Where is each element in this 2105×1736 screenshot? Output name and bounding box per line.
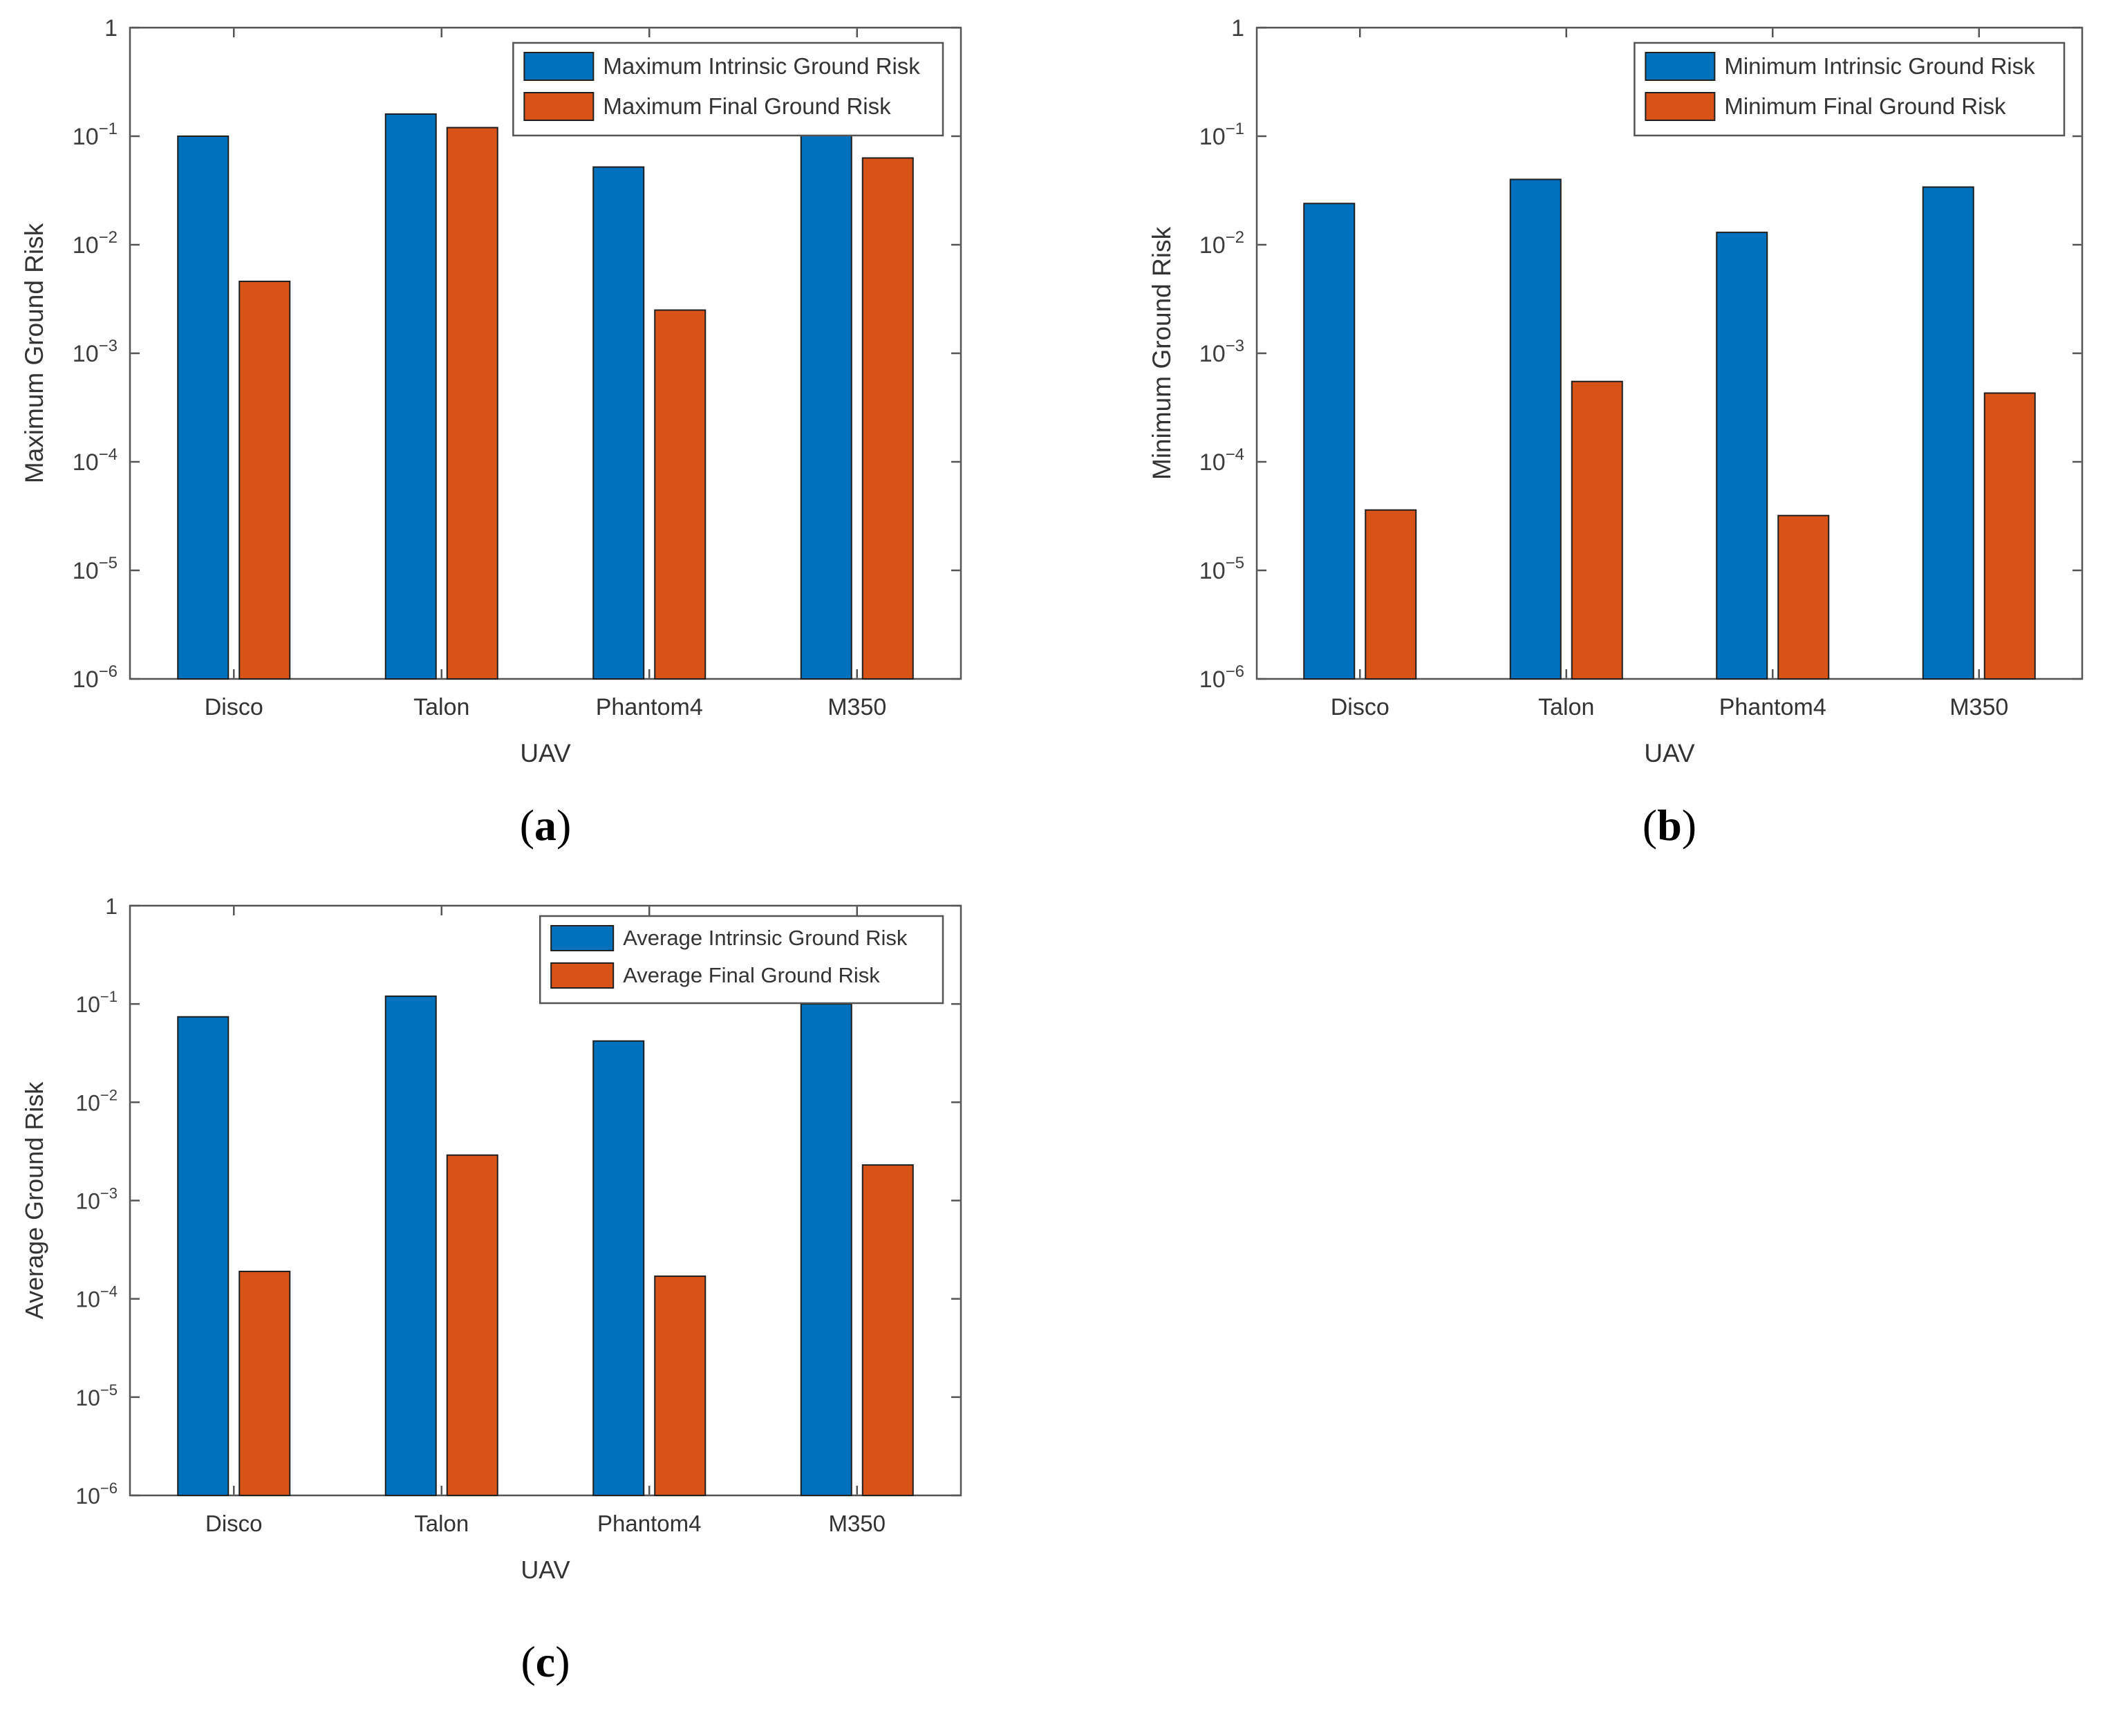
plot-frame-c <box>129 904 962 1497</box>
x-category-label-phantom4: Phantom4 <box>596 694 703 720</box>
x-axis-label-a: UAV <box>520 739 571 767</box>
bar-c-disco-final <box>238 1271 291 1497</box>
legend-swatch-intrinsic-icon <box>550 925 615 951</box>
y-tick-label: 10−2 <box>75 1086 118 1115</box>
x-category-label-talon: Talon <box>414 1511 469 1536</box>
y-axis-label-a: Maximum Ground Risk <box>20 223 48 483</box>
bar-b-phantom4-intrinsic <box>1716 232 1768 680</box>
x-category-label-m350: M350 <box>1949 694 2008 720</box>
x-category-label-m350: M350 <box>827 694 886 720</box>
y-tick-label: 10−1 <box>1199 120 1244 150</box>
x-category-label-disco: Disco <box>205 1511 263 1536</box>
chart-panel-a: 1 10−1 10−2 10−3 10−4 10−5 10−6 Disco Talon Phant… <box>20 15 962 850</box>
legend-label-a-intrinsic: Maximum Intrinsic Ground Risk <box>603 53 920 79</box>
x-axis-label-b: UAV <box>1644 739 1695 767</box>
legend-label-a-final: Maximum Final Ground Risk <box>603 93 891 119</box>
y-tick-label: 10−4 <box>75 1283 118 1312</box>
y-axis-label-b: Minimum Ground Risk <box>1148 227 1176 480</box>
bar-a-m350-final <box>861 157 914 680</box>
x-category-label-disco: Disco <box>205 694 263 720</box>
x-category-label-talon: Talon <box>413 694 469 720</box>
x-axis-label-c: UAV <box>521 1556 570 1584</box>
bar-a-talon-final <box>446 127 498 680</box>
legend-swatch-final-icon <box>523 92 595 121</box>
y-axis-label-c: Average Ground Risk <box>20 1081 48 1320</box>
x-category-label-m350: M350 <box>828 1511 886 1536</box>
x-category-label-disco: Disco <box>1331 694 1390 720</box>
x-category-label-phantom4: Phantom4 <box>597 1511 701 1536</box>
plot-frame-b <box>1255 26 2084 680</box>
y-tick-label: 10−6 <box>73 662 118 693</box>
legend-swatch-intrinsic-icon <box>1645 52 1716 81</box>
bar-c-phantom4-final <box>654 1275 707 1497</box>
bar-a-m350-intrinsic <box>800 123 852 680</box>
bar-a-disco-final <box>238 280 291 680</box>
bar-a-talon-intrinsic <box>384 113 437 680</box>
bar-b-m350-intrinsic <box>1922 186 1974 680</box>
y-tick-label: 10−2 <box>1199 228 1244 259</box>
legend-swatch-final-icon <box>550 962 615 989</box>
chart-panel-b: 1 10−1 10−2 10−3 10−4 10−5 10−6 Disco Talon Phant… <box>1148 15 2084 850</box>
panel-caption-c: (c) <box>521 1637 570 1686</box>
y-tick-label: 10−4 <box>73 445 118 476</box>
legend-label-c-intrinsic: Average Intrinsic Ground Risk <box>623 926 908 950</box>
y-tick-label: 10−2 <box>73 228 118 259</box>
panel-caption-b: (b) <box>1643 801 1696 850</box>
bar-b-disco-final <box>1365 509 1417 680</box>
bar-a-phantom4-final <box>654 309 707 680</box>
y-tick-label: 10−5 <box>1199 554 1244 584</box>
bar-c-disco-intrinsic <box>177 1016 230 1496</box>
bar-b-disco-intrinsic <box>1303 203 1356 680</box>
x-category-label-phantom4: Phantom4 <box>1719 694 1826 720</box>
bar-b-talon-intrinsic <box>1509 178 1562 680</box>
bar-c-talon-intrinsic <box>384 995 437 1497</box>
y-tick-label: 1 <box>1231 15 1244 41</box>
y-tick-label: 10−5 <box>75 1381 118 1410</box>
legend-swatch-final-icon <box>1645 92 1716 121</box>
y-tick-label: 1 <box>104 15 118 41</box>
bar-b-talon-final <box>1571 380 1623 680</box>
y-tick-label: 10−5 <box>73 554 118 584</box>
bar-b-m350-final <box>1983 392 2036 680</box>
x-category-label-talon: Talon <box>1538 694 1594 720</box>
bar-a-disco-intrinsic <box>177 136 230 680</box>
y-tick-label: 10−6 <box>1199 662 1244 693</box>
y-tick-label: 10−4 <box>1199 445 1244 476</box>
y-tick-label: 1 <box>105 894 118 919</box>
y-tick-label: 10−6 <box>75 1480 118 1509</box>
bar-b-phantom4-final <box>1777 514 1830 680</box>
legend-label-c-final: Average Final Ground Risk <box>623 963 880 987</box>
y-tick-label: 10−3 <box>73 337 118 367</box>
bar-c-phantom4-intrinsic <box>592 1040 645 1496</box>
chart-panel-c: 1 10−1 10−2 10−3 10−4 10−5 10−6 Disco Talon Phant… <box>20 894 962 1686</box>
y-tick-label: 10−1 <box>73 120 118 150</box>
legend-label-b-final: Minimum Final Ground Risk <box>1724 93 2006 119</box>
bar-c-m350-intrinsic <box>800 1003 852 1496</box>
plot-frame-a <box>129 26 962 680</box>
y-tick-label: 10−3 <box>1199 337 1244 367</box>
y-tick-label: 10−1 <box>75 988 118 1017</box>
y-tick-label: 10−3 <box>75 1185 118 1214</box>
bar-a-phantom4-intrinsic <box>592 166 645 680</box>
bar-c-m350-final <box>861 1164 914 1496</box>
legend-label-b-intrinsic: Minimum Intrinsic Ground Risk <box>1724 53 2035 79</box>
legend-swatch-intrinsic-icon <box>523 52 595 81</box>
panel-caption-a: (a) <box>520 801 572 850</box>
bar-c-talon-final <box>446 1154 498 1497</box>
